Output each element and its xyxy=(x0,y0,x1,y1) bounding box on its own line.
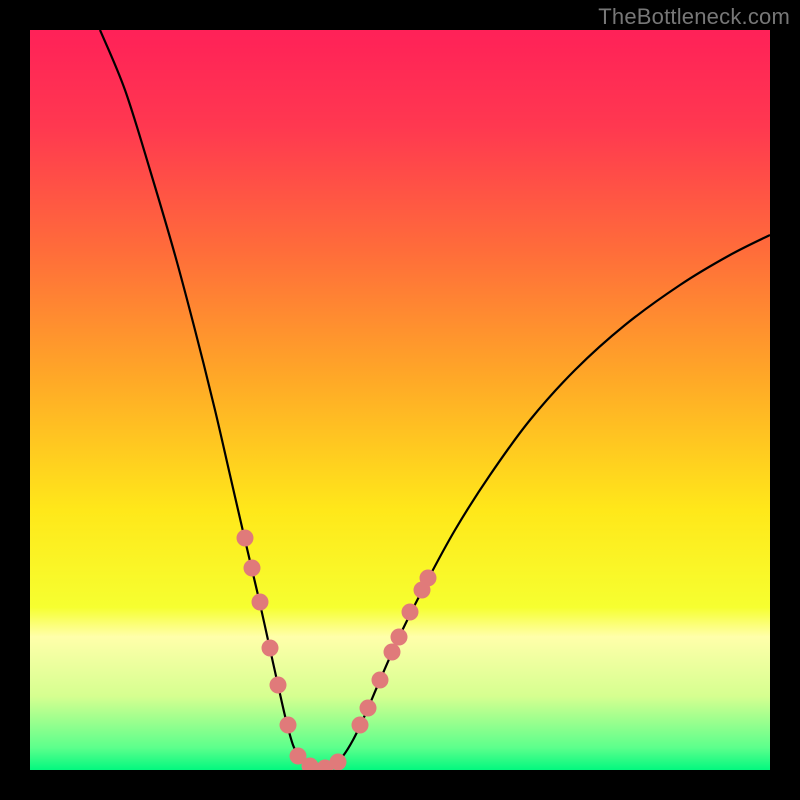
data-marker xyxy=(244,560,261,577)
bottleneck-curve xyxy=(100,30,770,768)
data-marker xyxy=(391,629,408,646)
plot-area xyxy=(30,30,770,770)
data-marker xyxy=(402,604,419,621)
curve-layer xyxy=(30,30,770,770)
watermark-text: TheBottleneck.com xyxy=(598,4,790,30)
data-marker xyxy=(330,754,347,771)
data-marker xyxy=(372,672,389,689)
data-marker xyxy=(352,717,369,734)
data-marker xyxy=(384,644,401,661)
marker-group xyxy=(237,530,437,771)
data-marker xyxy=(360,700,377,717)
data-marker xyxy=(270,677,287,694)
data-marker xyxy=(237,530,254,547)
data-marker xyxy=(252,594,269,611)
data-marker xyxy=(280,717,297,734)
data-marker xyxy=(420,570,437,587)
data-marker xyxy=(262,640,279,657)
chart-container: TheBottleneck.com xyxy=(0,0,800,800)
